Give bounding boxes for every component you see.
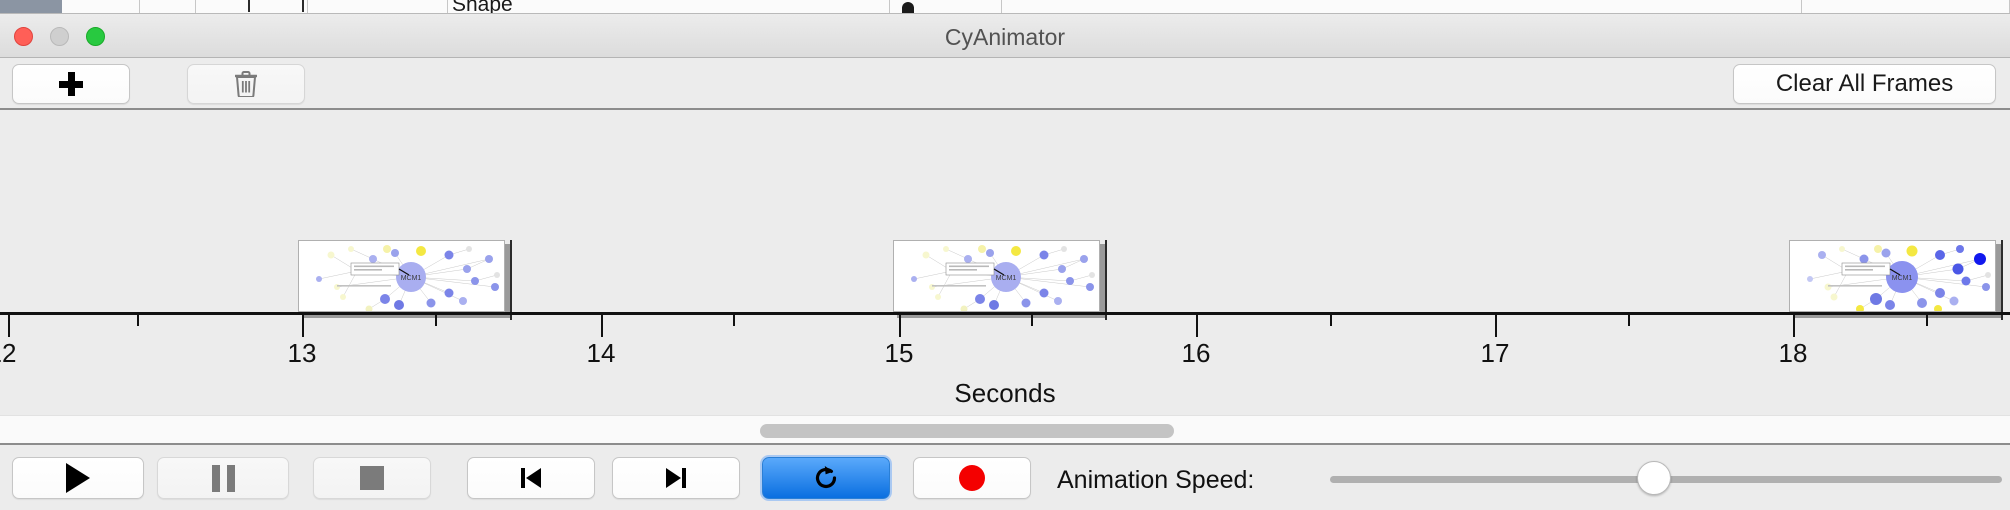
timeline-frame[interactable]: MCM1: [298, 240, 512, 320]
minimize-button[interactable]: [50, 27, 69, 46]
loop-button[interactable]: [762, 457, 890, 499]
background-segment: [890, 0, 1002, 13]
animation-speed-label: Animation Speed:: [1057, 466, 1255, 494]
axis-tick-label: 16: [1181, 338, 1211, 368]
network-thumbnail-pale: MCM1: [911, 245, 1095, 311]
title-bar: CyAnimator: [0, 14, 2010, 58]
skip-to-end-icon: [666, 468, 686, 488]
background-segment: [448, 0, 890, 13]
window-title: CyAnimator: [944, 24, 1066, 50]
axis-title: Seconds: [954, 378, 1056, 408]
pause-icon: [211, 464, 235, 492]
frame-time-marker: [2001, 240, 2003, 320]
frame-time-marker: [510, 240, 512, 320]
toolbar: Clear All Frames: [0, 58, 2010, 110]
background-segment: [1002, 0, 1802, 13]
background-cursor-icon: [902, 2, 914, 13]
last-frame-button[interactable]: [612, 457, 740, 499]
axis-major-tick: [899, 315, 901, 337]
slider-thumb[interactable]: [1637, 461, 1671, 495]
record-icon: [959, 465, 985, 491]
playback-controls: Animation Speed:: [0, 447, 2010, 510]
clear-all-frames-button[interactable]: Clear All Frames: [1733, 64, 1996, 104]
axis-major-tick: [601, 315, 603, 337]
axis-tick-label: 12: [0, 338, 17, 368]
background-segment: [308, 0, 448, 13]
play-button[interactable]: [12, 457, 144, 499]
axis-minor-tick: [1330, 315, 1332, 326]
skip-to-start-icon: [521, 468, 541, 488]
add-frame-button[interactable]: [12, 64, 130, 104]
stop-button[interactable]: [313, 457, 431, 499]
axis-minor-tick: [1628, 315, 1630, 326]
axis-major-tick: [302, 315, 304, 337]
axis-minor-tick: [1926, 315, 1928, 326]
frame-thumbnail: MCM1: [298, 240, 505, 312]
record-button[interactable]: [913, 457, 1031, 499]
axis-minor-tick: [1031, 315, 1033, 326]
delete-frame-button[interactable]: [187, 64, 305, 104]
play-icon: [66, 463, 90, 493]
axis-tick-label: 15: [884, 338, 914, 368]
stop-icon: [360, 466, 384, 490]
background-tick: [248, 0, 250, 12]
plus-icon: [59, 72, 83, 96]
svg-text:MCM1: MCM1: [401, 275, 422, 282]
background-segment: [196, 0, 308, 13]
svg-text:MCM1: MCM1: [996, 275, 1017, 282]
network-thumbnail-bright: MCM1: [1807, 245, 1991, 311]
timeline-frame[interactable]: MCM1: [893, 240, 1107, 320]
frame-time-marker: [1105, 240, 1107, 320]
background-tick: [302, 0, 304, 12]
frame-thumbnail: MCM1: [893, 240, 1100, 312]
first-frame-button[interactable]: [467, 457, 595, 499]
axis-major-tick: [1196, 315, 1198, 337]
timeline-axis: [0, 312, 2010, 315]
background-segment: [140, 0, 196, 13]
axis-major-tick: [1793, 315, 1795, 337]
axis-tick-label: 17: [1480, 338, 1510, 368]
background-selected-tab: [0, 0, 62, 13]
axis-minor-tick: [435, 315, 437, 326]
axis-minor-tick: [137, 315, 139, 326]
axis-tick-label: 18: [1778, 338, 1808, 368]
svg-text:MCM1: MCM1: [1892, 275, 1913, 282]
axis-major-tick: [1495, 315, 1497, 337]
timeline-scrollbar[interactable]: [0, 415, 2010, 445]
network-thumbnail-pale: MCM1: [316, 245, 500, 311]
axis-minor-tick: [733, 315, 735, 326]
loop-icon: [815, 466, 837, 488]
frame-thumbnail: MCM1: [1789, 240, 1996, 312]
timeline-frame[interactable]: MCM1: [1789, 240, 2003, 320]
axis-major-tick: [8, 315, 10, 337]
pause-button[interactable]: [157, 457, 289, 499]
timeline-panel[interactable]: MCM1: [0, 110, 2010, 415]
scrollbar-thumb[interactable]: [760, 424, 1174, 438]
background-window-strip: Shape: [0, 0, 2010, 14]
background-segment: [1802, 0, 2010, 13]
maximize-button[interactable]: [86, 27, 105, 46]
axis-tick-label: 14: [586, 338, 616, 368]
background-segment: [62, 0, 140, 13]
trash-icon: [235, 71, 257, 97]
close-button[interactable]: [14, 27, 33, 46]
animation-speed-slider[interactable]: [1330, 461, 2010, 495]
background-shape-label: Shape: [452, 0, 513, 14]
axis-tick-label: 13: [287, 338, 317, 368]
